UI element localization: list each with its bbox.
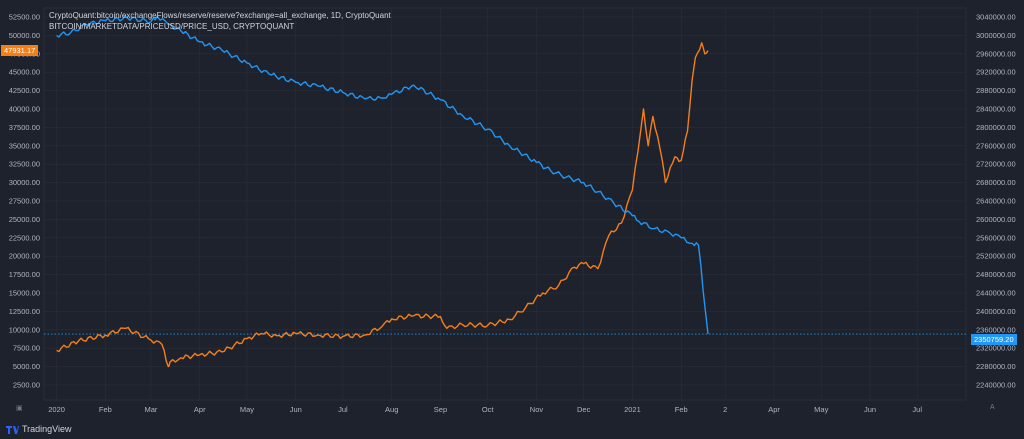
left-tick-label: 5000.00	[13, 362, 40, 371]
left-tick-label: 30000.00	[9, 178, 40, 187]
x-tick-label: Feb	[675, 405, 688, 414]
right-tick-label: 2400000.00	[976, 307, 1016, 316]
plot-series	[56, 15, 709, 368]
x-tick-label: 2021	[624, 405, 641, 414]
left-tick-label: 27500.00	[9, 197, 40, 206]
right-tick-label: 2720000.00	[976, 160, 1016, 169]
left-tick-label: 35000.00	[9, 141, 40, 150]
x-tick-label: Nov	[530, 405, 544, 414]
x-tick-label: May	[814, 405, 828, 414]
left-tick-label: 32500.00	[9, 160, 40, 169]
right-tick-label: 2680000.00	[976, 178, 1016, 187]
x-tick-label: Apr	[194, 405, 206, 414]
left-tick-label: 50000.00	[9, 31, 40, 40]
right-tick-label: 2640000.00	[976, 197, 1016, 206]
right-tick-label: 2240000.00	[976, 381, 1016, 390]
price-series-line	[56, 42, 709, 368]
left-tick-label: 20000.00	[9, 252, 40, 261]
x-tick-label: Jun	[864, 405, 876, 414]
settings-corner-icon[interactable]: ▣	[16, 405, 23, 412]
tradingview-icon	[6, 425, 19, 434]
x-tick-label: Jul	[338, 405, 348, 414]
left-tick-label: 52500.00	[9, 13, 40, 22]
x-tick-label: 2020	[48, 405, 65, 414]
right-tick-label: 2840000.00	[976, 105, 1016, 114]
right-tick-label: 2920000.00	[976, 68, 1016, 77]
legend-price-series[interactable]: BITCOIN/MARKETDATA/PRICEUSD/PRICE_USD, C…	[49, 22, 295, 31]
x-tick-label: Dec	[577, 405, 591, 414]
left-tick-label: 7500.00	[13, 344, 40, 353]
right-tick-label: 2600000.00	[976, 215, 1016, 224]
left-tick-label: 45000.00	[9, 68, 40, 77]
left-tick-label: 2500.00	[13, 381, 40, 390]
right-reserve-axis[interactable]: 3040000.00 3000000.00 2960000.00 2920000.00…	[976, 13, 1016, 390]
auto-scale-toggle[interactable]: A	[990, 404, 995, 411]
tradingview-logo[interactable]: TradingView	[6, 424, 72, 434]
left-tick-label: 10000.00	[9, 325, 40, 334]
right-tick-label: 2960000.00	[976, 49, 1016, 58]
right-tick-label: 2320000.00	[976, 344, 1016, 353]
left-tick-label: 17500.00	[9, 270, 40, 279]
right-tick-label: 3040000.00	[976, 13, 1016, 22]
price-last-value-badge: 47931.17	[1, 45, 39, 56]
right-tick-label: 2360000.00	[976, 325, 1016, 334]
right-tick-label: 2760000.00	[976, 141, 1016, 150]
left-tick-label: 40000.00	[9, 105, 40, 114]
time-axis[interactable]: 2020 Feb Mar Apr May Jun Jul Aug Sep Oct Nov Dec 202…	[48, 405, 922, 414]
left-tick-label: 42500.00	[9, 86, 40, 95]
right-tick-label: 2560000.00	[976, 233, 1016, 242]
right-tick-label: 2280000.00	[976, 362, 1016, 371]
x-tick-label: Oct	[482, 405, 495, 414]
x-tick-label: Jun	[290, 405, 302, 414]
tradingview-label: TradingView	[22, 424, 72, 434]
plot-frame	[43, 7, 967, 401]
left-tick-label: 37500.00	[9, 123, 40, 132]
x-tick-label: 2	[723, 405, 727, 414]
reserve-series-line	[56, 15, 709, 335]
x-tick-label: May	[240, 405, 254, 414]
legend-reserve-series[interactable]: CryptoQuant:bitcoin/exchangeFlows/reserv…	[49, 11, 391, 20]
right-tick-label: 2440000.00	[976, 289, 1016, 298]
legend: CryptoQuant:bitcoin/exchangeFlows/reserv…	[49, 10, 391, 32]
left-tick-label: 12500.00	[9, 307, 40, 316]
x-tick-label: Apr	[768, 405, 780, 414]
x-tick-label: Feb	[99, 405, 112, 414]
grid-lines	[43, 7, 967, 401]
x-tick-label: Mar	[145, 405, 158, 414]
x-tick-label: Aug	[385, 405, 398, 414]
right-tick-label: 2520000.00	[976, 252, 1016, 261]
left-tick-label: 25000.00	[9, 215, 40, 224]
left-tick-label: 15000.00	[9, 289, 40, 298]
left-price-axis[interactable]: 52500.0050000.0047500.0045000.0042500.00…	[9, 13, 40, 390]
right-tick-label: 2880000.00	[976, 86, 1016, 95]
x-tick-label: Sep	[434, 405, 447, 414]
right-tick-label: 2800000.00	[976, 123, 1016, 132]
x-tick-label: Jul	[912, 405, 922, 414]
right-tick-label: 2480000.00	[976, 270, 1016, 279]
reserve-last-value-badge: 2350759.20	[971, 334, 1017, 345]
left-tick-label: 22500.00	[9, 233, 40, 242]
right-tick-label: 3000000.00	[976, 31, 1016, 40]
